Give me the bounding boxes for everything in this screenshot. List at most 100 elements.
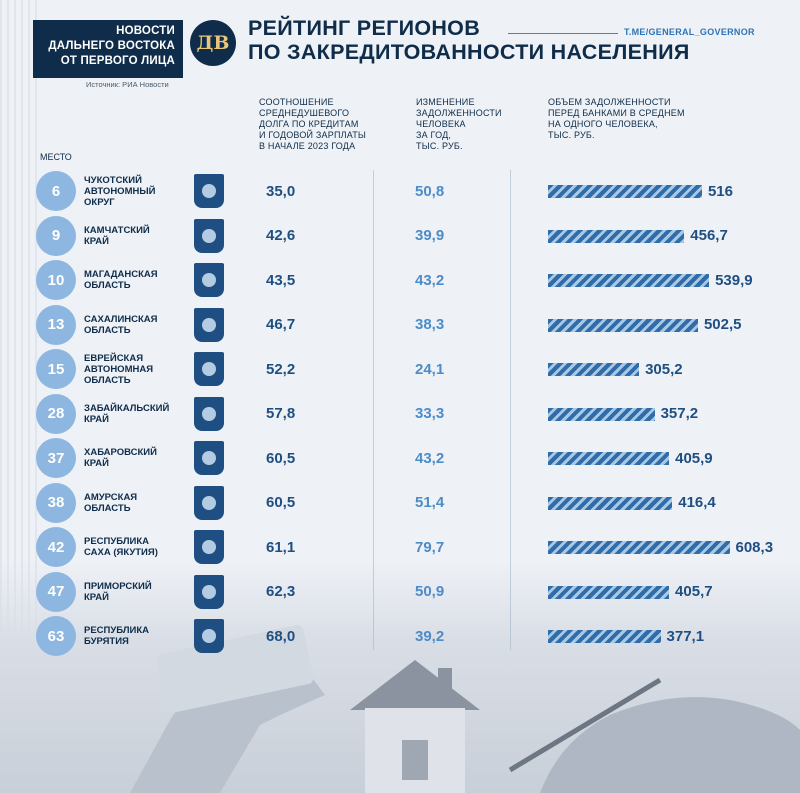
table-row: 63 РЕСПУБЛИКА БУРЯТИЯ 68,0 39,2 377,1 bbox=[0, 616, 800, 656]
change-value: 43,2 bbox=[415, 449, 445, 467]
table-row: 10 МАГАДАНСКАЯ ОБЛАСТЬ 43,5 43,2 539,9 bbox=[0, 260, 800, 300]
change-value: 39,2 bbox=[415, 627, 445, 645]
title-divider bbox=[508, 33, 618, 34]
region-emblem-icon bbox=[194, 263, 224, 297]
brand-line: ОТ ПЕРВОГО ЛИЦА bbox=[60, 55, 175, 67]
ratio-value: 35,0 bbox=[266, 182, 296, 200]
table-row: 15 ЕВРЕЙСКАЯ АВТОНОМНАЯ ОБЛАСТЬ 52,2 24,1 30… bbox=[0, 349, 800, 389]
debt-bar bbox=[548, 185, 702, 198]
rank-circle: 6 bbox=[36, 171, 76, 211]
debt-value: 516 bbox=[707, 182, 733, 200]
background-house bbox=[350, 660, 480, 793]
rank-circle: 15 bbox=[36, 349, 76, 389]
change-value: 39,9 bbox=[415, 227, 445, 244]
region-emblem-icon bbox=[194, 396, 224, 431]
change-value: 43,2 bbox=[415, 271, 445, 289]
region-emblem-icon bbox=[194, 530, 224, 564]
change-value: 33,3 bbox=[415, 405, 445, 422]
debt-bar bbox=[548, 496, 673, 510]
change-value: 79,7 bbox=[415, 538, 445, 556]
debt-bar bbox=[548, 363, 640, 376]
debt-value: 405,9 bbox=[675, 449, 713, 467]
ratio-value: 62,3 bbox=[266, 583, 296, 600]
table-row: 42 РЕСПУБЛИКА САХА (ЯКУТИЯ) 61,1 79,7 608,3 bbox=[0, 527, 800, 567]
region-name: РЕСПУБЛИКА САХА (ЯКУТИЯ) bbox=[84, 536, 158, 558]
region-name: МАГАДАНСКАЯ ОБЛАСТЬ bbox=[84, 269, 158, 291]
column-header-debt: ОБЪЕМ ЗАДОЛЖЕННОСТИ ПЕРЕД БАНКАМИ В СРЕД… bbox=[548, 97, 685, 140]
debt-value: 502,5 bbox=[703, 316, 742, 333]
region-name: ПРИМОРСКИЙ КРАЙ bbox=[84, 580, 152, 603]
debt-value: 456,7 bbox=[690, 227, 728, 244]
debt-value: 405,7 bbox=[675, 583, 713, 600]
rank-circle: 47 bbox=[36, 571, 76, 612]
column-divider bbox=[373, 170, 374, 650]
table-row: 13 САХАЛИНСКАЯ ОБЛАСТЬ 46,7 38,3 502,5 bbox=[0, 304, 800, 345]
ratio-value: 60,5 bbox=[266, 494, 296, 511]
debt-value: 416,4 bbox=[678, 494, 716, 511]
region-emblem-icon bbox=[194, 174, 224, 208]
region-name: РЕСПУБЛИКА БУРЯТИЯ bbox=[84, 625, 150, 647]
region-emblem-icon bbox=[194, 485, 224, 520]
source-note: Источник: РИА Новости bbox=[86, 80, 169, 89]
table-row: 47 ПРИМОРСКИЙ КРАЙ 62,3 50,9 405,7 bbox=[0, 571, 800, 612]
rank-circle: 63 bbox=[36, 616, 76, 656]
title-line-2: ПО ЗАКРЕДИТОВАННОСТИ НАСЕЛЕНИЯ bbox=[248, 40, 690, 64]
region-emblem-icon bbox=[194, 619, 224, 653]
region-name: АМУРСКАЯ ОБЛАСТЬ bbox=[84, 491, 138, 514]
ratio-value: 43,5 bbox=[266, 271, 296, 289]
brand-box: НОВОСТИ ДАЛЬНЕГО ВОСТОКА ОТ ПЕРВОГО ЛИЦА bbox=[33, 20, 183, 78]
column-divider bbox=[510, 170, 511, 650]
ratio-value: 42,6 bbox=[266, 227, 296, 244]
debt-bar bbox=[548, 274, 710, 287]
region-name: КАМЧАТСКИЙ КРАЙ bbox=[84, 224, 150, 247]
region-emblem-icon bbox=[194, 352, 224, 386]
brand-line: ДАЛЬНЕГО ВОСТОКА bbox=[48, 40, 175, 52]
rank-circle: 9 bbox=[36, 215, 76, 256]
table-row: 28 ЗАБАЙКАЛЬСКИЙ КРАЙ 57,8 33,3 357,2 bbox=[0, 393, 800, 434]
ratio-value: 57,8 bbox=[266, 405, 296, 422]
region-name: ЗАБАЙКАЛЬСКИЙ КРАЙ bbox=[84, 402, 170, 425]
ratio-value: 68,0 bbox=[266, 627, 296, 645]
debt-value: 357,2 bbox=[660, 405, 699, 422]
region-emblem-icon bbox=[194, 307, 224, 342]
rank-circle: 37 bbox=[36, 438, 76, 478]
debt-bar bbox=[548, 229, 685, 243]
debt-bar bbox=[548, 452, 670, 465]
debt-bar bbox=[548, 318, 698, 332]
region-emblem-icon bbox=[194, 441, 224, 475]
debt-bar bbox=[548, 585, 670, 599]
region-name: ЕВРЕЙСКАЯ АВТОНОМНАЯ ОБЛАСТЬ bbox=[84, 352, 154, 386]
table-row: 6 ЧУКОТСКИЙ АВТОНОМНЫЙ ОКРУГ 35,0 50,8 516 bbox=[0, 171, 800, 211]
table-row: 9 КАМЧАТСКИЙ КРАЙ 42,6 39,9 456,7 bbox=[0, 215, 800, 256]
region-name: ХАБАРОВСКИЙ КРАЙ bbox=[84, 447, 157, 469]
column-header-place: МЕСТО bbox=[40, 152, 72, 162]
debt-bar bbox=[548, 407, 655, 421]
region-emblem-icon bbox=[194, 218, 224, 253]
table-row: 37 ХАБАРОВСКИЙ КРАЙ 60,5 43,2 405,9 bbox=[0, 438, 800, 478]
page-title: РЕЙТИНГ РЕГИОНОВ ПО ЗАКРЕДИТОВАННОСТИ НА… bbox=[248, 16, 690, 64]
brand-line: НОВОСТИ bbox=[116, 25, 175, 37]
rank-circle: 10 bbox=[36, 260, 76, 300]
debt-bar bbox=[548, 630, 661, 643]
column-header-ratio: СООТНОШЕНИЕ СРЕДНЕДУШЕВОГО ДОЛГА ПО КРЕД… bbox=[259, 97, 367, 151]
debt-value: 539,9 bbox=[715, 271, 753, 289]
region-name: САХАЛИНСКАЯ ОБЛАСТЬ bbox=[84, 313, 158, 336]
ratio-value: 46,7 bbox=[266, 316, 296, 333]
table-row: 38 АМУРСКАЯ ОБЛАСТЬ 60,5 51,4 416,4 bbox=[0, 482, 800, 523]
change-value: 50,8 bbox=[415, 182, 445, 200]
dv-logo: ДВ bbox=[190, 20, 236, 66]
rank-circle: 28 bbox=[36, 393, 76, 434]
channel-link[interactable]: T.ME/GENERAL_GOVERNOR bbox=[624, 27, 755, 37]
ratio-value: 60,5 bbox=[266, 449, 296, 467]
ratio-value: 52,2 bbox=[266, 360, 296, 378]
rank-circle: 13 bbox=[36, 304, 76, 345]
region-name: ЧУКОТСКИЙ АВТОНОМНЫЙ ОКРУГ bbox=[84, 174, 156, 208]
background-hand bbox=[508, 677, 800, 793]
change-value: 50,9 bbox=[415, 583, 445, 600]
debt-value: 608,3 bbox=[735, 538, 774, 556]
title-line-1: РЕЙТИНГ РЕГИОНОВ bbox=[248, 16, 481, 40]
column-header-change: ИЗМЕНЕНИЕ ЗАДОЛЖЕННОСТИ ЧЕЛОВЕКА ЗА ГОД,… bbox=[416, 97, 502, 151]
ratio-value: 61,1 bbox=[266, 538, 296, 556]
region-emblem-icon bbox=[194, 574, 224, 609]
change-value: 51,4 bbox=[415, 494, 445, 511]
